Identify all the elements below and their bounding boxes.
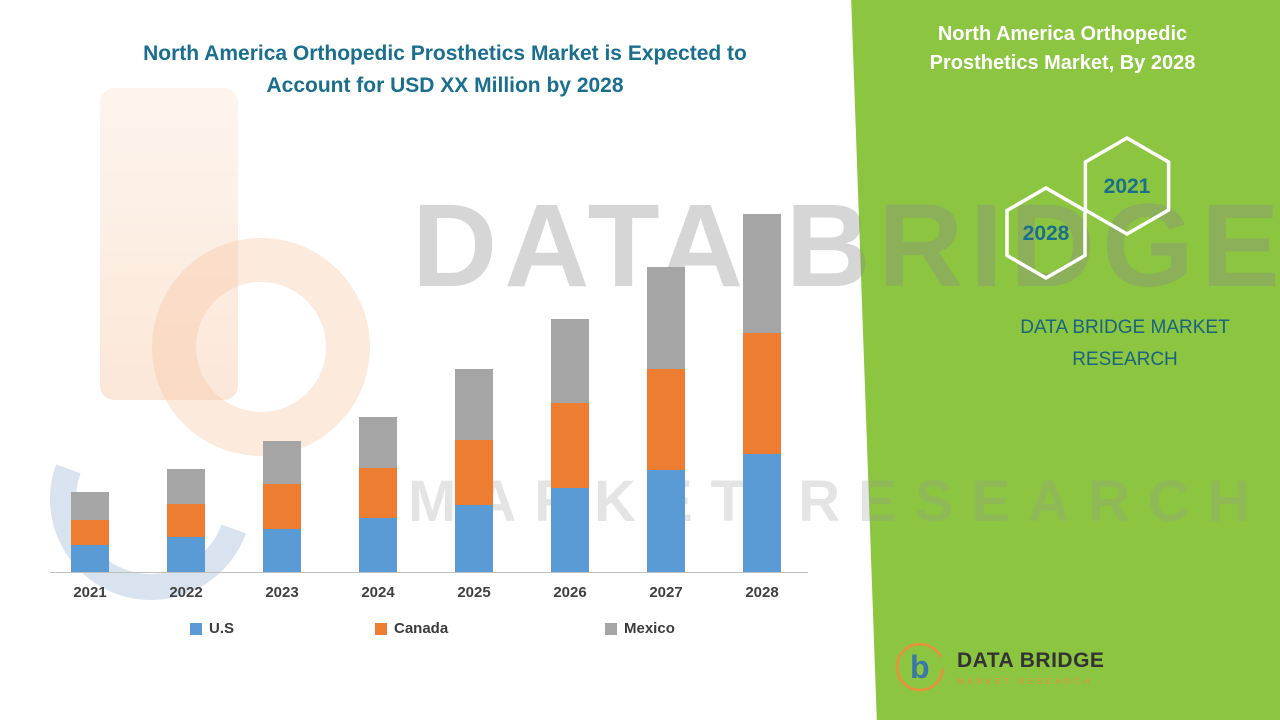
bar-segment-Canada-2021 <box>71 519 109 546</box>
bar-segment-Mexico-2022 <box>167 469 205 504</box>
bar-segment-Mexico-2026 <box>551 318 589 404</box>
chart-title-line2: Account for USD XX Million by 2028 <box>266 73 624 97</box>
bar-segment-Canada-2023 <box>263 484 301 529</box>
bar-stack-2021 <box>71 207 109 572</box>
legend-swatch-us <box>190 622 202 635</box>
bar-column-2024: 2024 <box>359 207 397 601</box>
bar-segment-Mexico-2024 <box>359 417 397 469</box>
footer-brand-sub: MARKET RESEARCH <box>957 675 1093 686</box>
side-panel-brand-line2: RESEARCH <box>1072 349 1178 371</box>
bar-segment-Canada-2028 <box>743 333 781 454</box>
legend-item-mexico: Mexico <box>605 620 675 637</box>
bar-stack-2024 <box>359 207 397 572</box>
bar-column-2027: 2027 <box>647 207 685 601</box>
chart-title-line1: North America Orthopedic Prosthetics Mar… <box>143 42 747 65</box>
x-tick-label-2024: 2024 <box>361 584 395 601</box>
logo-b-glyph: b <box>910 649 930 685</box>
databridge-logo-icon: b <box>895 642 945 692</box>
bar-segment-US-2022 <box>167 537 205 572</box>
bar-segment-Mexico-2021 <box>71 492 109 520</box>
bar-stack-2028 <box>743 207 781 572</box>
bar-segment-Canada-2022 <box>167 503 205 538</box>
chart-title: North America Orthopedic Prosthetics Mar… <box>80 38 810 101</box>
bar-chart-plot-area: 2021 2022 2023 2024 2025 2026 2027 2028 <box>71 207 781 601</box>
bar-column-2023: 2023 <box>263 207 301 601</box>
watermark-marketresearch-text: MARKET RESEARCH <box>408 469 1268 534</box>
footer-brand-name: DATA BRIDGE <box>957 648 1105 672</box>
hexagon-year-2028: 2028 <box>1023 222 1070 245</box>
bar-column-2026: 2026 <box>551 207 589 601</box>
hexagon-badges: 2028 2021 <box>1005 135 1171 281</box>
x-axis-line <box>50 572 808 573</box>
legend-label-us: U.S <box>209 620 235 637</box>
bar-segment-US-2021 <box>71 545 109 572</box>
bar-segment-Mexico-2028 <box>743 213 781 334</box>
x-tick-label-2025: 2025 <box>457 584 491 601</box>
x-tick-label-2026: 2026 <box>553 584 587 601</box>
bar-stack-2027 <box>647 207 685 572</box>
side-panel-brand: DATA BRIDGE MARKET RESEARCH <box>985 312 1265 377</box>
bar-column-2022: 2022 <box>167 207 205 601</box>
hexagon-year-2021: 2021 <box>1104 175 1151 198</box>
x-tick-label-2028: 2028 <box>745 584 779 601</box>
watermark-databridge-text: DATA BRIDGE <box>412 180 1280 312</box>
bar-segment-Canada-2027 <box>647 368 685 471</box>
bar-segment-US-2028 <box>743 453 781 572</box>
bar-segment-US-2026 <box>551 488 589 572</box>
bar-stack-2025 <box>455 207 493 572</box>
legend-label-mexico: Mexico <box>624 620 675 637</box>
side-panel-title-line2: Prosthetics Market, By 2028 <box>929 52 1196 74</box>
x-tick-label-2027: 2027 <box>649 584 683 601</box>
legend-label-canada: Canada <box>394 620 449 637</box>
bar-segment-Canada-2025 <box>455 439 493 505</box>
bar-segment-Mexico-2023 <box>263 440 301 485</box>
bar-segment-US-2027 <box>647 470 685 572</box>
bar-column-2025: 2025 <box>455 207 493 601</box>
bar-segment-US-2023 <box>263 528 301 572</box>
bar-segment-US-2024 <box>359 517 397 572</box>
bar-column-2021: 2021 <box>71 207 109 601</box>
bar-segment-US-2025 <box>455 504 493 572</box>
side-panel-title-line1: North America Orthopedic <box>937 23 1188 45</box>
x-tick-label-2022: 2022 <box>169 584 203 601</box>
x-tick-label-2023: 2023 <box>265 584 299 601</box>
legend-swatch-mexico <box>605 622 617 635</box>
bar-stack-2026 <box>551 207 589 572</box>
legend-item-canada: Canada <box>375 620 448 637</box>
bar-stack-2022 <box>167 207 205 572</box>
side-panel-title: North America Orthopedic Prosthetics Mar… <box>905 20 1220 78</box>
bar-segment-Canada-2024 <box>359 468 397 518</box>
legend-swatch-canada <box>375 622 387 635</box>
bar-segment-Canada-2026 <box>551 403 589 489</box>
legend-item-us: U.S <box>190 620 234 637</box>
x-tick-label-2021: 2021 <box>73 584 107 601</box>
bar-segment-Mexico-2025 <box>455 368 493 440</box>
bar-segment-Mexico-2027 <box>647 267 685 369</box>
hexagon-2021 <box>1083 135 1171 237</box>
bar-column-2028: 2028 <box>743 207 781 601</box>
bar-stack-2023 <box>263 207 301 572</box>
footer-logo: b DATA BRIDGE MARKET RESEARCH <box>893 640 1104 694</box>
footer-logo-text: DATA BRIDGE MARKET RESEARCH <box>957 649 1104 686</box>
side-panel-brand-line1: DATA BRIDGE MARKET <box>1020 317 1230 338</box>
